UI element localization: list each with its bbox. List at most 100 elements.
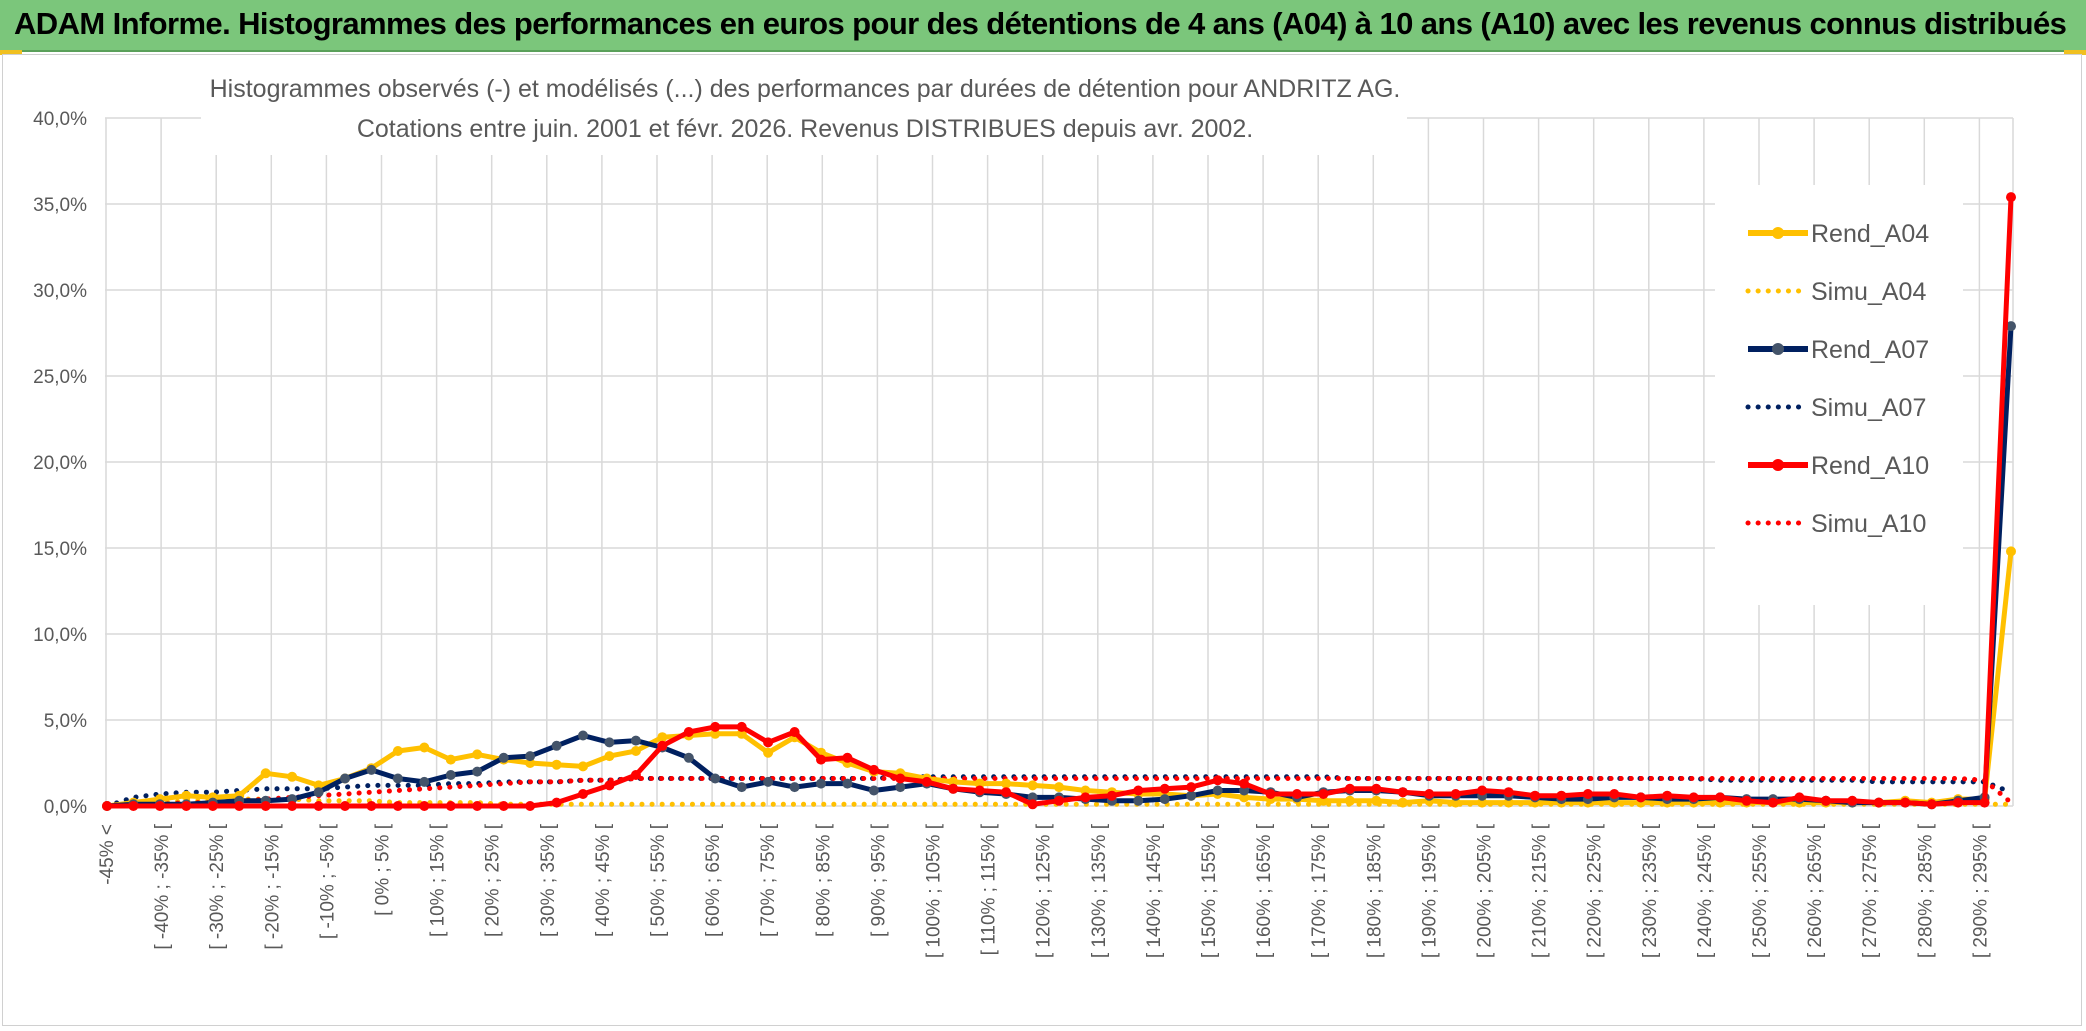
- data-point: [1635, 792, 1646, 803]
- legend-item: Rend_A10: [1748, 452, 1929, 480]
- data-point: [1001, 787, 1012, 798]
- data-point: [1424, 789, 1435, 799]
- data-point: [181, 790, 192, 801]
- data-point: [313, 801, 324, 811]
- data-point: [1054, 782, 1064, 793]
- data-point: [498, 801, 509, 811]
- y-tick-label: 20,0%: [33, 453, 87, 474]
- data-point: [419, 776, 430, 787]
- data-point: [1397, 787, 1408, 798]
- x-tick-label: [ 250% ; 255% [: [1750, 823, 1771, 958]
- y-axis-ticks: 0,0% 5,0% 10,0% 15,0% 20,0% 25,0% 30,0% 35,0% 40…: [33, 109, 87, 818]
- legend-label: Rend_A07: [1811, 336, 1929, 364]
- data-point: [763, 737, 774, 748]
- data-point: [1397, 797, 1408, 808]
- data-point: [1847, 795, 1858, 806]
- data-point: [1953, 797, 1964, 808]
- data-point: [102, 801, 112, 811]
- x-tick-label: [ 280% ; 285% [: [1915, 823, 1936, 958]
- data-point: [763, 747, 774, 758]
- x-tick-label: -45% <: [97, 824, 118, 885]
- y-tick-label: 35,0%: [33, 195, 87, 216]
- data-point: [366, 801, 377, 811]
- data-point: [551, 797, 562, 808]
- data-point: [736, 782, 747, 793]
- y-tick-label: 30,0%: [33, 281, 87, 302]
- legend-marker: [1772, 227, 1784, 239]
- data-point: [445, 770, 456, 780]
- data-point: [683, 727, 694, 737]
- data-point: [419, 742, 430, 753]
- data-point: [1344, 783, 1355, 794]
- data-point: [2006, 321, 2016, 332]
- data-point: [340, 801, 350, 811]
- legend-marker: [1772, 459, 1784, 471]
- data-point: [525, 801, 536, 811]
- x-tick-label: [ 190% ; 195% [: [1419, 823, 1440, 958]
- data-point: [1873, 797, 1884, 808]
- legend-item: Simu_A10: [1745, 510, 1926, 538]
- data-point: [1133, 785, 1144, 796]
- data-point: [1556, 790, 1567, 801]
- series-simu-a10: [104, 776, 2014, 809]
- data-point: [1741, 795, 1752, 806]
- data-point: [763, 776, 774, 787]
- data-point: [657, 732, 668, 743]
- vertical-gridlines: [105, 118, 2014, 806]
- data-point: [2006, 192, 2016, 203]
- x-tick-label: [ 260% ; 265% [: [1805, 823, 1826, 958]
- x-tick-label: [ 240% ; 245% [: [1695, 823, 1716, 958]
- data-point: [525, 751, 536, 762]
- data-point: [551, 740, 562, 751]
- data-point: [525, 758, 536, 768]
- data-point: [419, 801, 430, 811]
- data-point: [895, 782, 906, 793]
- x-tick-label: [ 140% ; 145% [: [1144, 823, 1165, 958]
- data-point: [445, 801, 456, 811]
- data-point: [1926, 799, 1937, 810]
- data-point: [1900, 797, 1911, 808]
- data-point: [392, 801, 403, 811]
- data-point: [366, 764, 377, 775]
- data-point: [1477, 797, 1488, 808]
- data-point: [657, 740, 668, 751]
- data-point: [921, 776, 932, 787]
- x-tick-label: [ 110% ; 115% [: [979, 823, 1000, 955]
- data-point: [234, 801, 245, 811]
- data-point: [1027, 792, 1038, 803]
- data-point: [1212, 785, 1223, 796]
- data-point: [1027, 799, 1038, 810]
- data-point: [630, 746, 641, 756]
- data-point: [1054, 795, 1064, 806]
- series-rend-a10: [102, 192, 2016, 811]
- data-point: [551, 759, 562, 770]
- data-point: [1080, 785, 1091, 796]
- data-point: [948, 776, 959, 787]
- y-tick-label: 25,0%: [33, 367, 87, 388]
- data-point: [1715, 792, 1726, 803]
- chart-title-line1: Histogrammes observés (-) et modélisés (…: [210, 75, 1401, 103]
- x-tick-label: [ 270% ; 275% [: [1860, 823, 1881, 958]
- data-point: [683, 752, 694, 763]
- data-point: [578, 789, 588, 799]
- data-point: [1503, 797, 1514, 808]
- data-point: [816, 778, 826, 789]
- data-point: [1503, 787, 1514, 798]
- data-point: [128, 801, 139, 811]
- data-point: [1820, 795, 1831, 806]
- data-point: [974, 778, 985, 789]
- x-tick-label: [ 180% ; 185% [: [1364, 823, 1385, 958]
- data-point: [578, 761, 588, 772]
- series-lines: [102, 192, 2016, 811]
- data-point: [1450, 797, 1461, 808]
- legend-label: Rend_A10: [1811, 452, 1929, 480]
- x-tick-label: [ 170% ; 175% [: [1309, 823, 1330, 958]
- x-tick-label: [ 210% ; 215% [: [1530, 823, 1551, 958]
- y-tick-label: 0,0%: [44, 797, 87, 818]
- y-tick-label: 15,0%: [33, 539, 87, 560]
- x-tick-label: [ 60% ; 65% [: [703, 823, 724, 937]
- data-point: [1186, 782, 1197, 793]
- data-point: [578, 730, 588, 741]
- legend-label: Simu_A07: [1811, 394, 1926, 422]
- data-point: [1001, 778, 1012, 789]
